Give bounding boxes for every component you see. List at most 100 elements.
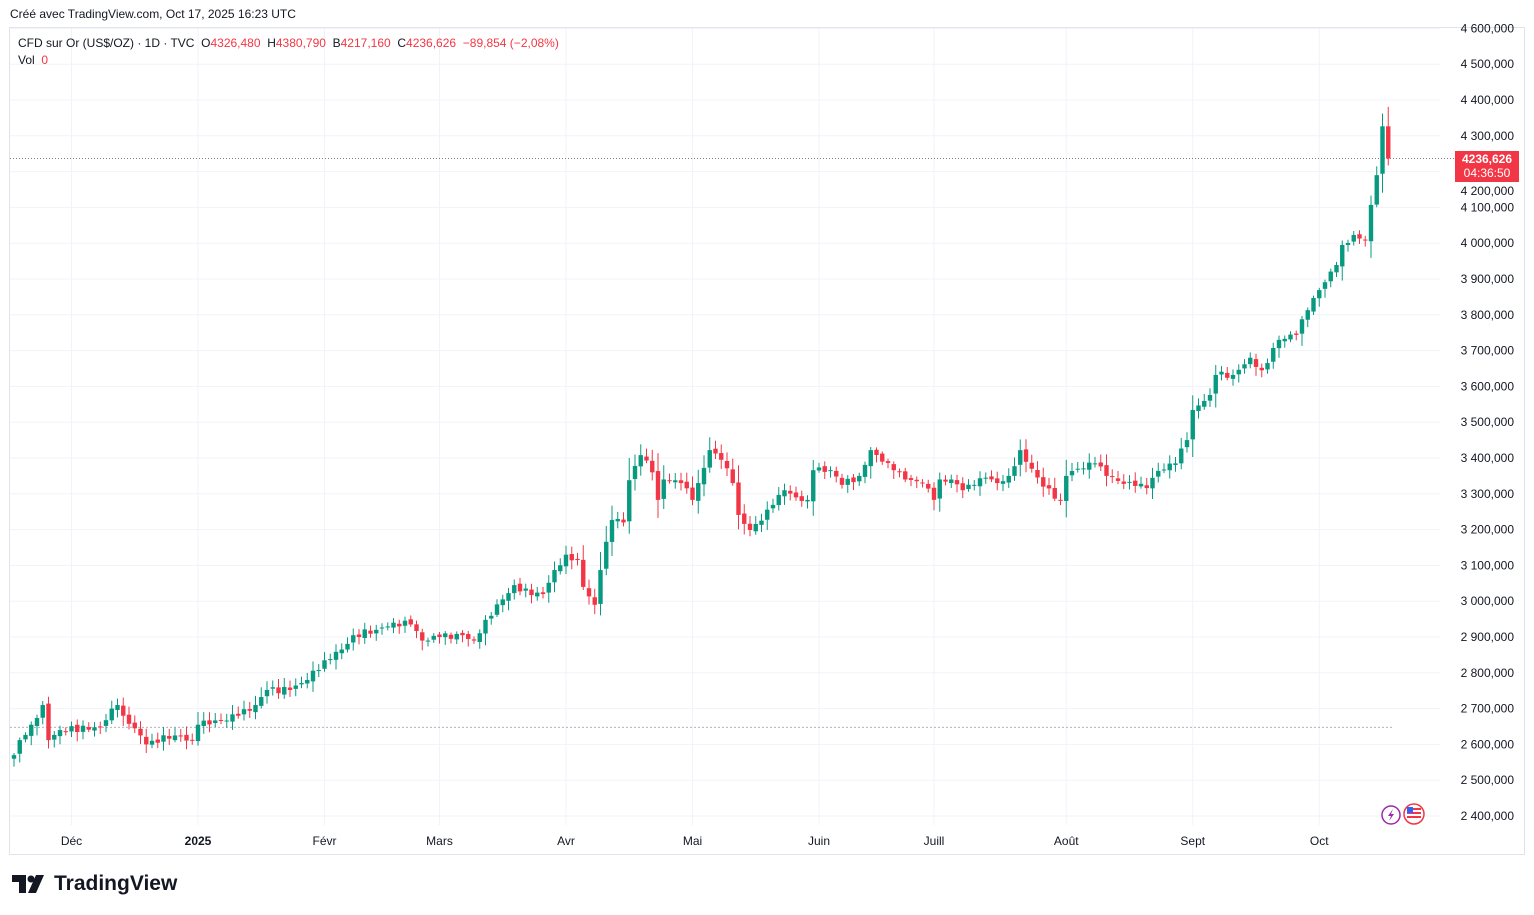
candle-body [437,634,442,637]
candle-58 [345,637,350,653]
candle-body [1058,499,1063,501]
x-tick-label: Août [1054,834,1079,848]
candle-body [1150,477,1155,489]
close-value: 4236,626 [406,36,457,50]
candle-body [167,736,172,739]
candle-body [949,479,954,484]
candle-body [1006,475,1011,483]
us-flag-icon[interactable] [1403,803,1425,825]
candle-141 [822,461,827,480]
candle-body [563,554,569,567]
candle-body [161,735,166,742]
candle-115 [673,473,678,489]
candle-body [644,456,649,461]
candle-body [874,449,879,456]
y-tick-label: 3 400,000 [1461,451,1515,465]
candle-235 [1363,235,1368,247]
y-tick-label: 2 700,000 [1461,702,1515,716]
candle-body [1357,234,1362,239]
candle-6 [46,696,51,749]
candle-body [822,466,827,472]
candle-81 [477,629,482,649]
candle-body [1311,297,1316,312]
candle-226 [1311,295,1316,316]
candle-body [736,482,741,515]
candle-body [1288,334,1293,340]
candle-175 [1018,439,1023,477]
candle-body [1133,480,1138,486]
y-tick-label: 3 900,000 [1461,272,1515,286]
time-axis: Déc 2025 Févr Mars Avr Mai Juin Juill Août Sept Oc… [61,834,1329,848]
candle-body [880,453,885,462]
candle-body [362,629,367,639]
candle-body [1305,310,1310,320]
candle-206 [1196,398,1201,419]
candle-body [86,727,91,730]
candle-body [569,554,574,561]
candle-body [707,450,712,468]
candle-body [701,467,707,485]
candle-body [1167,463,1172,471]
candle-55 [328,653,333,665]
candle-body [397,623,402,627]
candle-body [460,632,465,636]
candle-87 [512,579,517,600]
candle-233 [1351,230,1356,246]
lightning-icon[interactable] [1381,805,1401,825]
candle-body [420,632,425,641]
candle-body [1351,234,1356,242]
candle-2 [23,732,28,743]
candle-body [782,490,787,497]
candle-body [1317,290,1322,299]
candle-75 [443,631,448,645]
candle-203 [1179,437,1184,470]
candle-body [247,709,252,711]
candle-body [1236,369,1241,375]
candle-body [230,714,235,722]
candle-body [1035,470,1040,478]
candle-body [655,471,661,500]
candle-body [1098,462,1103,467]
tradingview-logo[interactable]: TradingView [12,872,177,896]
candle-body [172,735,178,741]
low-value: 4217,160 [340,36,391,50]
candle-body [310,670,316,682]
candle-95 [558,558,563,575]
candle-body [1276,339,1282,349]
candle-32 [195,712,201,746]
x-tick-label: 2025 [185,834,212,848]
candle-155 [903,467,908,483]
x-tick-label: Avr [557,834,575,848]
candle-body [345,643,350,650]
candle-47 [282,677,287,699]
candle-126 [736,465,741,530]
candle-138 [805,495,810,509]
candle-104 [609,505,615,556]
candle-60 [356,629,362,645]
candle-body [885,461,891,463]
candle-179 [1041,467,1046,497]
candle-15 [98,721,103,734]
candle-152 [885,458,891,469]
candle-body [897,471,902,473]
high-value: 4380,790 [275,36,326,50]
candle-body [1202,400,1207,407]
candle-188 [1092,456,1098,468]
candle-7 [52,731,57,748]
candle-body [1000,481,1006,484]
candle-140 [816,462,822,473]
candle-204 [1184,432,1190,453]
candle-body [138,728,143,736]
candle-146 [851,474,856,491]
y-tick-label: 3 600,000 [1461,379,1515,393]
candle-132 [770,498,776,513]
candle-body [213,720,218,724]
candle-12 [80,720,86,740]
candle-body [500,599,505,606]
y-tick-label: 3 100,000 [1461,558,1515,572]
symbol-title[interactable]: CFD sur Or (US$/OZ) · 1D · TVC [18,36,195,50]
candle-79 [466,630,471,647]
y-tick-label: 4 200,000 [1461,184,1515,198]
candle-body [29,724,34,736]
